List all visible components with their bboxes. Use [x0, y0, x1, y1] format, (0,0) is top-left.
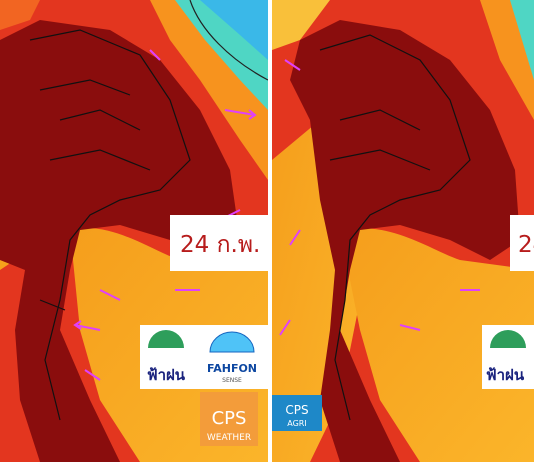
logo-thai: ฟ้าฝน — [147, 366, 186, 384]
province-borders — [319, 34, 471, 421]
date-box — [170, 215, 268, 271]
badge-box — [200, 392, 258, 446]
land-heat — [290, 20, 520, 462]
wind-arrow — [399, 324, 421, 331]
cool-zone — [200, 0, 268, 60]
date-label: 24 ก.พ. — [180, 232, 260, 258]
logo-umbrella — [148, 330, 184, 348]
sea-zone — [340, 227, 534, 462]
logo-name: FAHFON — [207, 362, 257, 375]
right-panel: 24 ก.พ. ฟ้าฝน — [272, 0, 534, 462]
left-panel: 24 ก.พ. ฟ้าฝน FAHFON SENSE CPS WEATHER — [0, 0, 268, 462]
province-borders — [29, 29, 191, 421]
wind-arrow — [149, 49, 161, 61]
badge-brand: CPS — [285, 403, 308, 417]
heat-zone — [272, 0, 330, 50]
badge-sub: WEATHER — [207, 433, 251, 443]
wind-arrow — [279, 319, 291, 336]
logo-sub: SENSE — [222, 377, 242, 384]
wind-arrow — [73, 320, 101, 331]
wind-arrow — [284, 59, 301, 71]
logo-umbrella — [209, 331, 255, 353]
coastline — [189, 0, 268, 81]
badge-box — [272, 395, 322, 431]
wind-arrow — [99, 289, 121, 301]
badge-brand: CPS — [212, 408, 247, 429]
date-box — [510, 215, 534, 271]
logo-umbrella — [490, 330, 526, 348]
logo-thai: ฟ้าฝน — [486, 366, 525, 384]
badge-sub: AGRI — [287, 419, 306, 428]
cool-zone — [510, 0, 534, 80]
date-label: 24 ก.พ. — [518, 232, 534, 258]
wind-arrows — [279, 59, 480, 336]
wind-arrow — [224, 109, 257, 120]
heat-zone — [0, 0, 40, 30]
wind-arrow — [289, 229, 301, 246]
wind-arrow — [84, 369, 101, 381]
